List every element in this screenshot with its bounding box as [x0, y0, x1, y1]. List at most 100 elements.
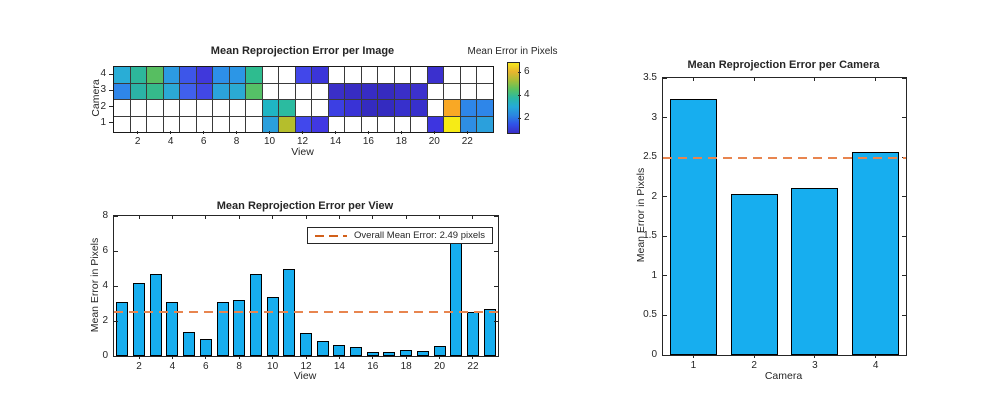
heatmap-cell: [427, 83, 444, 99]
x-tick-mark-top: [753, 78, 755, 81]
x-tick-label: 4: [169, 361, 176, 372]
y-tick-mark-right: [494, 285, 498, 287]
y-tick-mark: [114, 250, 118, 252]
heatmap-cell: [460, 67, 477, 83]
x-tick-mark: [472, 356, 474, 359]
heatmap-cell: [444, 100, 460, 116]
heatmap-cell: [444, 83, 460, 99]
y-tick-mark-right: [902, 117, 906, 119]
bar-view-14: [333, 344, 346, 356]
y-tick-label: 4: [100, 68, 106, 80]
x-tick-mark: [205, 356, 207, 359]
heatmap-cell: [130, 116, 147, 132]
colorbar-label: Mean Error in Pixels: [467, 46, 558, 57]
heatmap-cell: [345, 67, 361, 83]
x-tick-mark-top: [372, 216, 374, 219]
x-tick-label: 12: [300, 361, 312, 372]
bar-view-2: [133, 282, 146, 356]
x-tick-mark: [439, 356, 441, 359]
y-tick-mark: [114, 285, 118, 287]
bar-view-16: [366, 351, 379, 356]
y-tick-mark-right: [494, 320, 498, 322]
heatmap-cell: [477, 116, 493, 132]
x-tick-mark: [171, 356, 173, 359]
heatmap-cell: [345, 83, 361, 99]
x-tick-mark-top: [138, 216, 140, 219]
heatmap-cell: [163, 83, 180, 99]
heatmap-cell: [295, 100, 312, 116]
x-tick-label: 10: [267, 361, 279, 372]
heatmap-cell: [312, 67, 328, 83]
x-tick-mark: [138, 356, 140, 359]
heatmap-cell: [114, 100, 130, 116]
heatmap-cell: [295, 116, 312, 132]
x-tick-mark-top: [305, 216, 307, 219]
heatmap-cell: [312, 100, 328, 116]
x-tick-mark: [692, 355, 694, 358]
x-tick-mark: [305, 356, 307, 359]
heatmap-cell: [328, 116, 345, 132]
y-tick-mark-right: [902, 77, 906, 79]
x-tick-mark: [238, 356, 240, 359]
heatmap-cell: [328, 67, 345, 83]
heatmap-cell: [130, 83, 147, 99]
heatmap-cell: [361, 116, 378, 132]
heatmap-cell: [361, 83, 378, 99]
x-tick-mark-top: [814, 78, 816, 81]
heatmap-cell: [328, 100, 345, 116]
x-tick-mark-top: [171, 216, 173, 219]
y-tick-mark-right: [902, 235, 906, 237]
bar-view-8: [233, 300, 246, 356]
heatmap-cell: [378, 83, 394, 99]
heatmap-cell: [477, 83, 493, 99]
heatmap-cell: [163, 67, 180, 83]
bar-view-4: [166, 301, 179, 356]
heatmap-cell: [130, 100, 147, 116]
legend: Overall Mean Error: 2.49 pixels: [307, 227, 493, 244]
x-tick-label: 4: [872, 360, 879, 371]
heatmap-cell: [460, 83, 477, 99]
bar-view-23: [483, 308, 496, 356]
heatmap-cell: [180, 83, 196, 99]
heatmap-cell: [394, 116, 411, 132]
heatmap-cell: [279, 100, 295, 116]
heatmap-cell: [213, 67, 229, 83]
heatmap-cell: [147, 67, 163, 83]
heatmap-cell: [279, 116, 295, 132]
heatmap-cell: [147, 83, 163, 99]
heatmap-cell: [444, 67, 460, 83]
x-tick-mark-top: [205, 216, 207, 219]
y-tick-mark-right: [494, 215, 498, 217]
heatmap-cell: [427, 67, 444, 83]
x-tick-label: 3: [812, 360, 818, 371]
bar-view-19: [416, 350, 429, 356]
view-chart-plot-area: Overall Mean Error: 2.49 pixels 2 4 6 8 10 12…: [102, 210, 499, 372]
y-tick-label: 1: [651, 269, 657, 281]
heatmap-cell: [196, 83, 213, 99]
heatmap-cell: [378, 67, 394, 83]
heatmap-cell: [394, 83, 411, 99]
bar-camera-2: [730, 194, 778, 355]
heatmap-cell: [196, 116, 213, 132]
y-tick-label: 2: [651, 190, 657, 202]
y-tick-mark: [663, 275, 667, 277]
y-tick-mark: [114, 355, 118, 357]
bar-view-5: [183, 331, 196, 356]
heatmap-cell: [394, 100, 411, 116]
colorbar-tick-label: 2: [524, 112, 530, 124]
y-tick-mark-right: [902, 196, 906, 198]
y-tick-label: 1.5: [643, 230, 657, 242]
bar-camera-3: [791, 188, 839, 355]
heatmap-cell: [411, 116, 427, 132]
bar-camera-4: [852, 152, 900, 355]
colorbar-tick-label: 6: [524, 66, 530, 78]
y-tick-mark: [663, 354, 667, 356]
y-tick-mark: [114, 320, 118, 322]
heatmap-cell: [427, 100, 444, 116]
heatmap-cell: [427, 116, 444, 132]
bar-view-15: [350, 347, 363, 356]
bar-view-22: [466, 312, 479, 356]
heatmap-cell: [378, 116, 394, 132]
x-tick-mark: [875, 355, 877, 358]
heatmap-cell: [163, 116, 180, 132]
